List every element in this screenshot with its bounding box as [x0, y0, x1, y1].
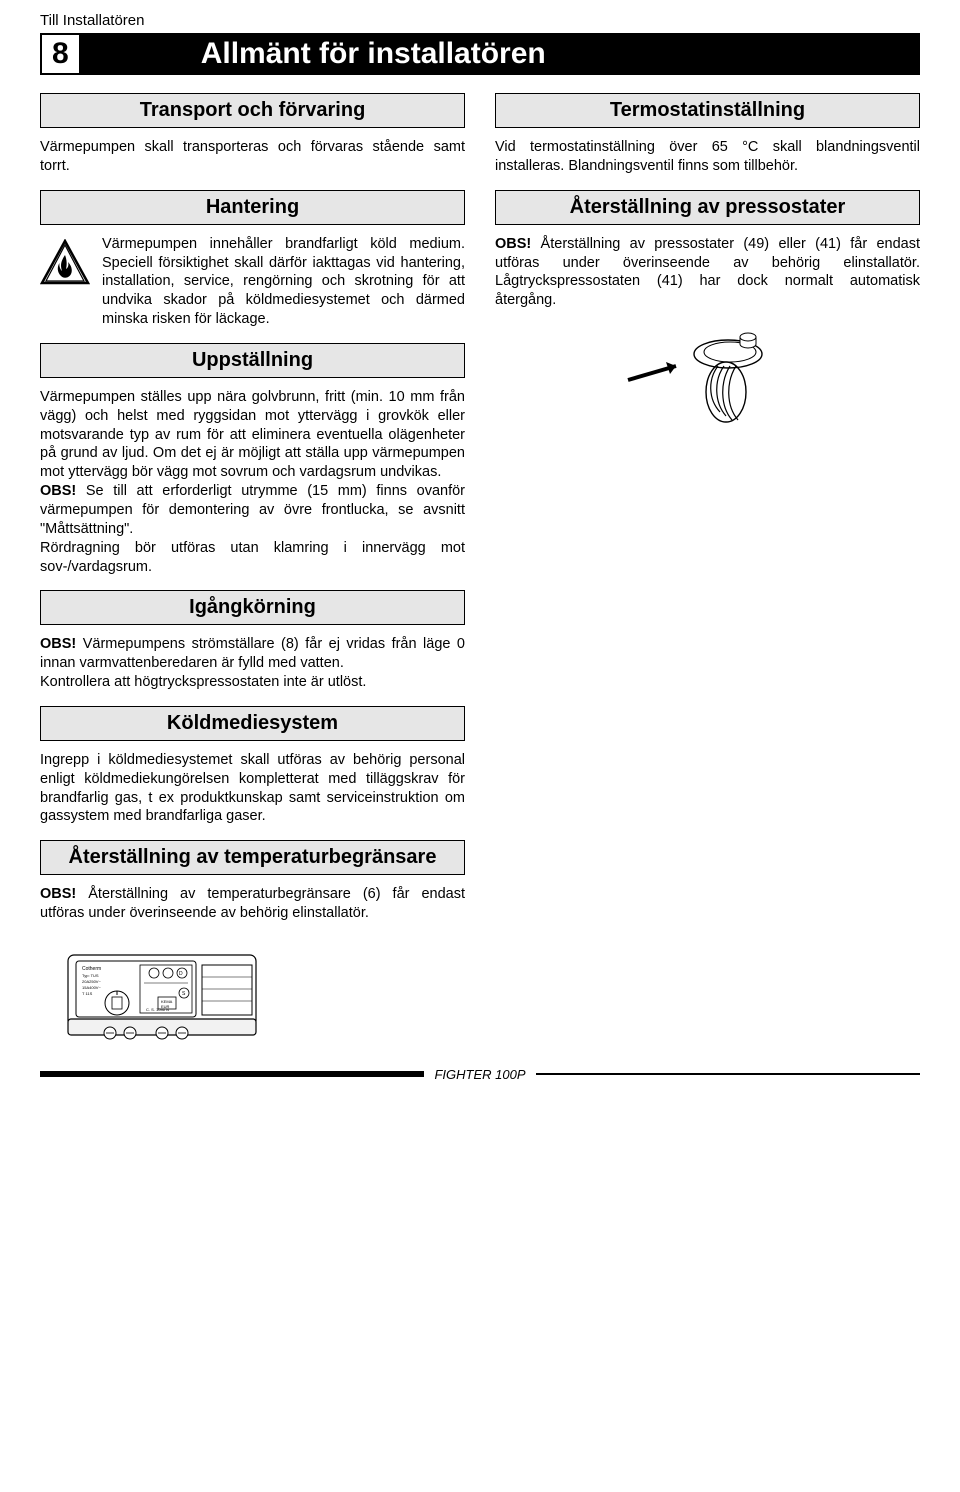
footer-rule-left [40, 1071, 424, 1077]
footer-bar: FIGHTER 100P [40, 1067, 920, 1082]
content-columns: Transport och förvaring Värmepumpen skal… [40, 93, 920, 1047]
svg-text:Typ: TUS: Typ: TUS [82, 973, 99, 978]
right-column: Termostatinställning Vid termostatinstäl… [495, 93, 920, 1047]
svg-text:15A400V~: 15A400V~ [82, 985, 101, 990]
text-hantering: Värmepumpen innehåller brandfarligt köld… [102, 235, 465, 329]
text-koldmedie: Ingrepp i köldmediesystemet skall utföra… [40, 751, 465, 826]
header-termostat: Termostatinställning [495, 93, 920, 128]
uppstallning-p2: Se till att erforderligt utrymme (15 mm)… [40, 483, 465, 537]
igang-obs: OBS! [40, 636, 76, 652]
uppstallning-p1: Värmepumpen ställes upp nära golvbrunn, … [40, 389, 465, 480]
text-aterstallning-press: OBS! Återställning av pressostater (49) … [495, 235, 920, 310]
svg-text:C. S. 1046 N: C. S. 1046 N [146, 1007, 169, 1012]
left-column: Transport och förvaring Värmepumpen skal… [40, 93, 465, 1047]
svg-text:20A250V~: 20A250V~ [82, 979, 101, 984]
text-termostat: Vid termostatinställning över 65 °C skal… [495, 138, 920, 176]
footer-label: FIGHTER 100P [424, 1067, 535, 1082]
header-aterstallning-temp: Återställning av temperaturbegränsare [40, 840, 465, 875]
title-bar: 8 Allmänt för installatören [40, 33, 920, 75]
aterstallning-press-body: Återställning av pressostater (49) eller… [495, 236, 920, 309]
aterstallning-temp-body: Återställning av temperaturbegränsare (6… [40, 886, 465, 921]
thermostat-illustration: Cotherm Typ: TUS 20A250V~ 15A400V~ T 11S… [62, 937, 262, 1047]
header-aterstallning-press: Återställning av pressostater [495, 190, 920, 225]
igang-p2: Kontrollera att högtryckspressostaten in… [40, 674, 366, 690]
page-title: Allmänt för installatören [81, 33, 920, 75]
hantering-row: Värmepumpen innehåller brandfarligt köld… [40, 235, 465, 329]
text-uppstallning: Värmepumpen ställes upp nära golvbrunn, … [40, 388, 465, 576]
svg-text:D: D [179, 971, 183, 977]
text-igang: OBS! Värmepumpens strömställare (8) får … [40, 635, 465, 692]
header-koldmedie: Köldmediesystem [40, 706, 465, 741]
text-transport: Värmepumpen skall transporteras och förv… [40, 138, 465, 176]
warning-flame-icon [40, 239, 90, 285]
aterstallning-press-obs: OBS! [495, 236, 531, 252]
header-igang: Igångkörning [40, 590, 465, 625]
svg-text:T 11S: T 11S [82, 991, 93, 996]
header-uppstallning: Uppställning [40, 343, 465, 378]
top-label: Till Installatören [40, 12, 920, 29]
igang-p1: Värmepumpens strömställare (8) får ej vr… [40, 636, 465, 671]
header-transport: Transport och förvaring [40, 93, 465, 128]
uppstallning-p3: Rördragning bör utföras utan klamring i … [40, 540, 465, 575]
svg-text:Cotherm: Cotherm [82, 966, 101, 972]
page-number: 8 [40, 33, 81, 75]
aterstallning-temp-obs: OBS! [40, 886, 76, 902]
footer-rule-right [536, 1073, 920, 1075]
uppstallning-obs: OBS! [40, 483, 76, 499]
header-hantering: Hantering [40, 190, 465, 225]
text-aterstallning-temp: OBS! Återställning av temperaturbegränsa… [40, 885, 465, 923]
pressostat-illustration [618, 324, 798, 444]
